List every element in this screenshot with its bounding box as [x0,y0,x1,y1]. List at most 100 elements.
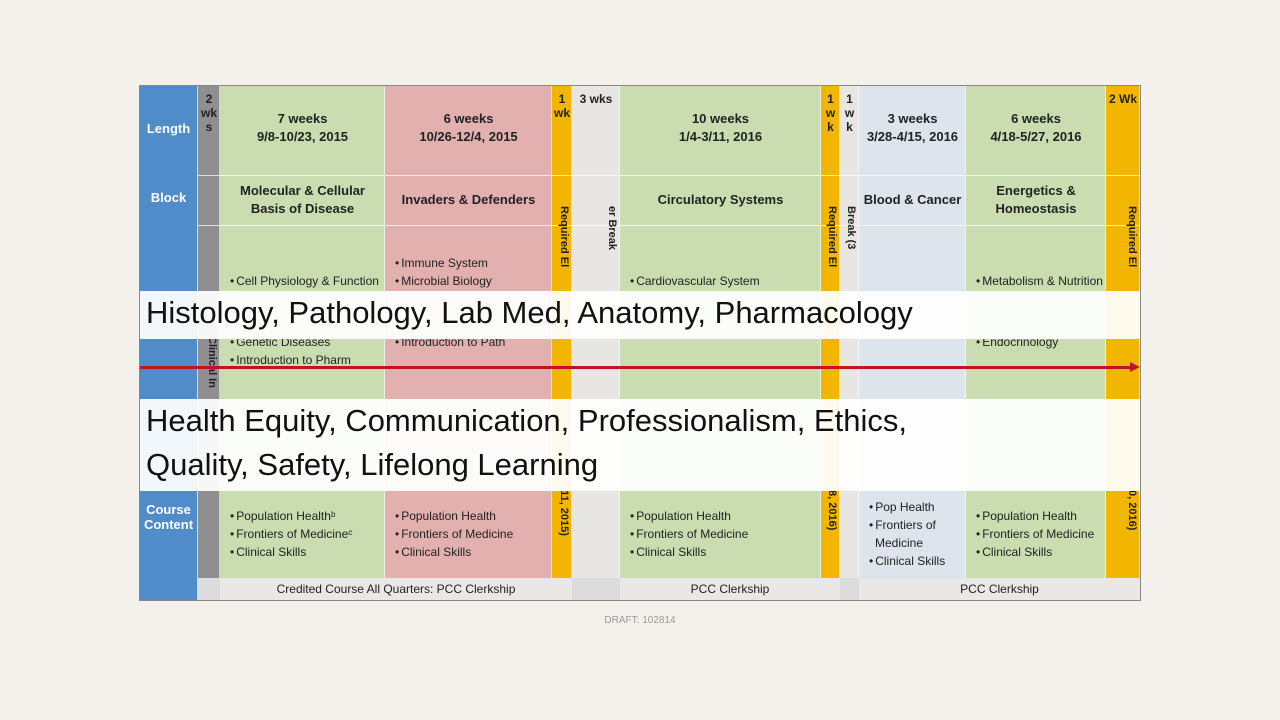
row-divider [198,225,220,226]
course-item: Clinical Skills [628,543,821,561]
block-name: Circulatory Systems [657,192,784,207]
block-name: Blood & Cancer [863,192,962,207]
topics: Immune SystemMicrobial Biology [385,226,552,290]
clerkship-cell: Credited Course All Quarters: PCC Clerks… [220,578,572,600]
arrow-line [140,366,1134,369]
arrow-head [1130,362,1140,372]
length-cell: 10 weeks 1/4-3/11, 2016 [620,110,821,150]
length-cell: 2 Wk [1106,92,1140,162]
vertical-label: 8, 2016) [826,490,838,531]
length: 6 weeks [443,111,494,126]
course-item: Clinical Skills [867,552,966,570]
course-item: Frontiers of Medicine [628,525,821,543]
row-divider [552,175,572,176]
length-cell: 1 wk [552,92,572,162]
row-divider [620,225,821,226]
vertical-label: Clinical In [206,336,218,388]
course-item: Frontiers of Medicine [974,525,1106,543]
row-divider [385,175,552,176]
course-content: Population HealthFrontiers of MedicineCl… [966,496,1106,572]
course-content: Population HealthFrontiers of MedicineCl… [620,496,821,572]
length-cell: 1 wk [821,92,840,162]
row-divider [385,225,552,226]
length: 7 weeks [277,111,328,126]
vertical-label: er Break [606,206,618,251]
row-divider [220,175,385,176]
topic: Introduction to Pharm [228,351,385,369]
course-item: Population Health [974,507,1106,525]
row-divider [1106,175,1140,176]
row-divider [966,225,1106,226]
clerkship-cell: PCC Clerkship [859,578,1140,600]
row-label: Block [150,190,187,205]
topics: Cell Physiology & Function [220,226,385,290]
course-item: Population Health [393,507,552,525]
dates: 1/4-3/11, 2016 [678,129,763,144]
course-item: Pop Health [867,498,966,516]
row-divider [840,175,859,176]
course-content: Population HealthFrontiers of MedicineCl… [385,496,552,572]
course-item: Frontiers of Medicine [867,516,966,552]
row-label: Course Content [143,502,194,532]
row-divider [859,225,966,226]
course-item: Population Healthᵇ [228,507,385,525]
row-label: Length [146,121,191,136]
course-item: Clinical Skills [393,543,552,561]
row-divider [572,175,620,176]
label-column [140,86,197,600]
course-item: Population Health [628,507,821,525]
vertical-label: 11, 2015) [558,490,570,536]
row-divider [198,175,220,176]
row-divider [859,175,966,176]
length: 3 wks [579,92,613,106]
length-cell: 7 weeks 9/8-10/23, 2015 [220,110,385,150]
row-divider [821,175,840,176]
row-divider [840,225,859,226]
length-cell: 6 weeks 10/26-12/4, 2015 [385,110,552,150]
vertical-label: Required El [826,206,838,268]
topic: Cell Physiology & Function [228,272,385,290]
length: 2 wks [200,92,217,134]
footer: DRAFT: 102814 [604,615,676,626]
course-item: Clinical Skills [974,543,1106,561]
topics: Cardiovascular System [620,226,821,290]
length: 3 weeks [887,111,938,126]
block-name: Energetics & Homeostasis [995,183,1077,216]
length: 10 weeks [691,111,750,126]
block-name: Molecular & Cellular Basis of Disease [240,183,365,216]
overlay-band: Health Equity, Communication, Profession… [140,399,1140,491]
length-cell: 3 weeks 3/28-4/15, 2016 [859,110,966,150]
course-content: Pop HealthFrontiers of MedicineClinical … [859,496,966,572]
vertical-label: Required El [558,206,570,268]
topic: Microbial Biology [393,272,552,290]
topic: Immune System [393,254,552,272]
topic: Cardiovascular System [628,272,821,290]
row-divider [572,225,620,226]
dates: 10/26-12/4, 2015 [419,129,518,144]
row-divider [821,225,840,226]
course-item: Clinical Skills [228,543,385,561]
course-content: Population HealthᵇFrontiers of Medicineᶜ… [220,496,385,572]
length-cell: 6 weeks 4/18-5/27, 2016 [966,110,1106,150]
dates: 9/8-10/23, 2015 [256,129,349,144]
length-cell: 1 wk [840,92,859,162]
length-cell: 3 wks [572,92,620,162]
length-cell: 2 wks [198,92,220,162]
length: 1 wk [825,92,836,134]
length: 1 wk [554,92,571,120]
topic: Metabolism & Nutrition [974,272,1106,290]
clerkship-cell: PCC Clerkship [620,578,840,600]
length: 6 weeks [1011,111,1061,126]
length: 1 wk [844,92,855,134]
row-divider [220,225,385,226]
topics: Metabolism & Nutrition [966,226,1106,290]
block-name: Invaders & Defenders [401,192,536,207]
row-divider [966,175,1106,176]
course-item: Frontiers of Medicineᶜ [228,525,385,543]
length: 2 Wk [1108,92,1137,106]
dates: 3/28-4/15, 2016 [866,129,959,144]
vertical-label: Break (3 [845,206,857,250]
vertical-label: Required El [1126,206,1138,268]
